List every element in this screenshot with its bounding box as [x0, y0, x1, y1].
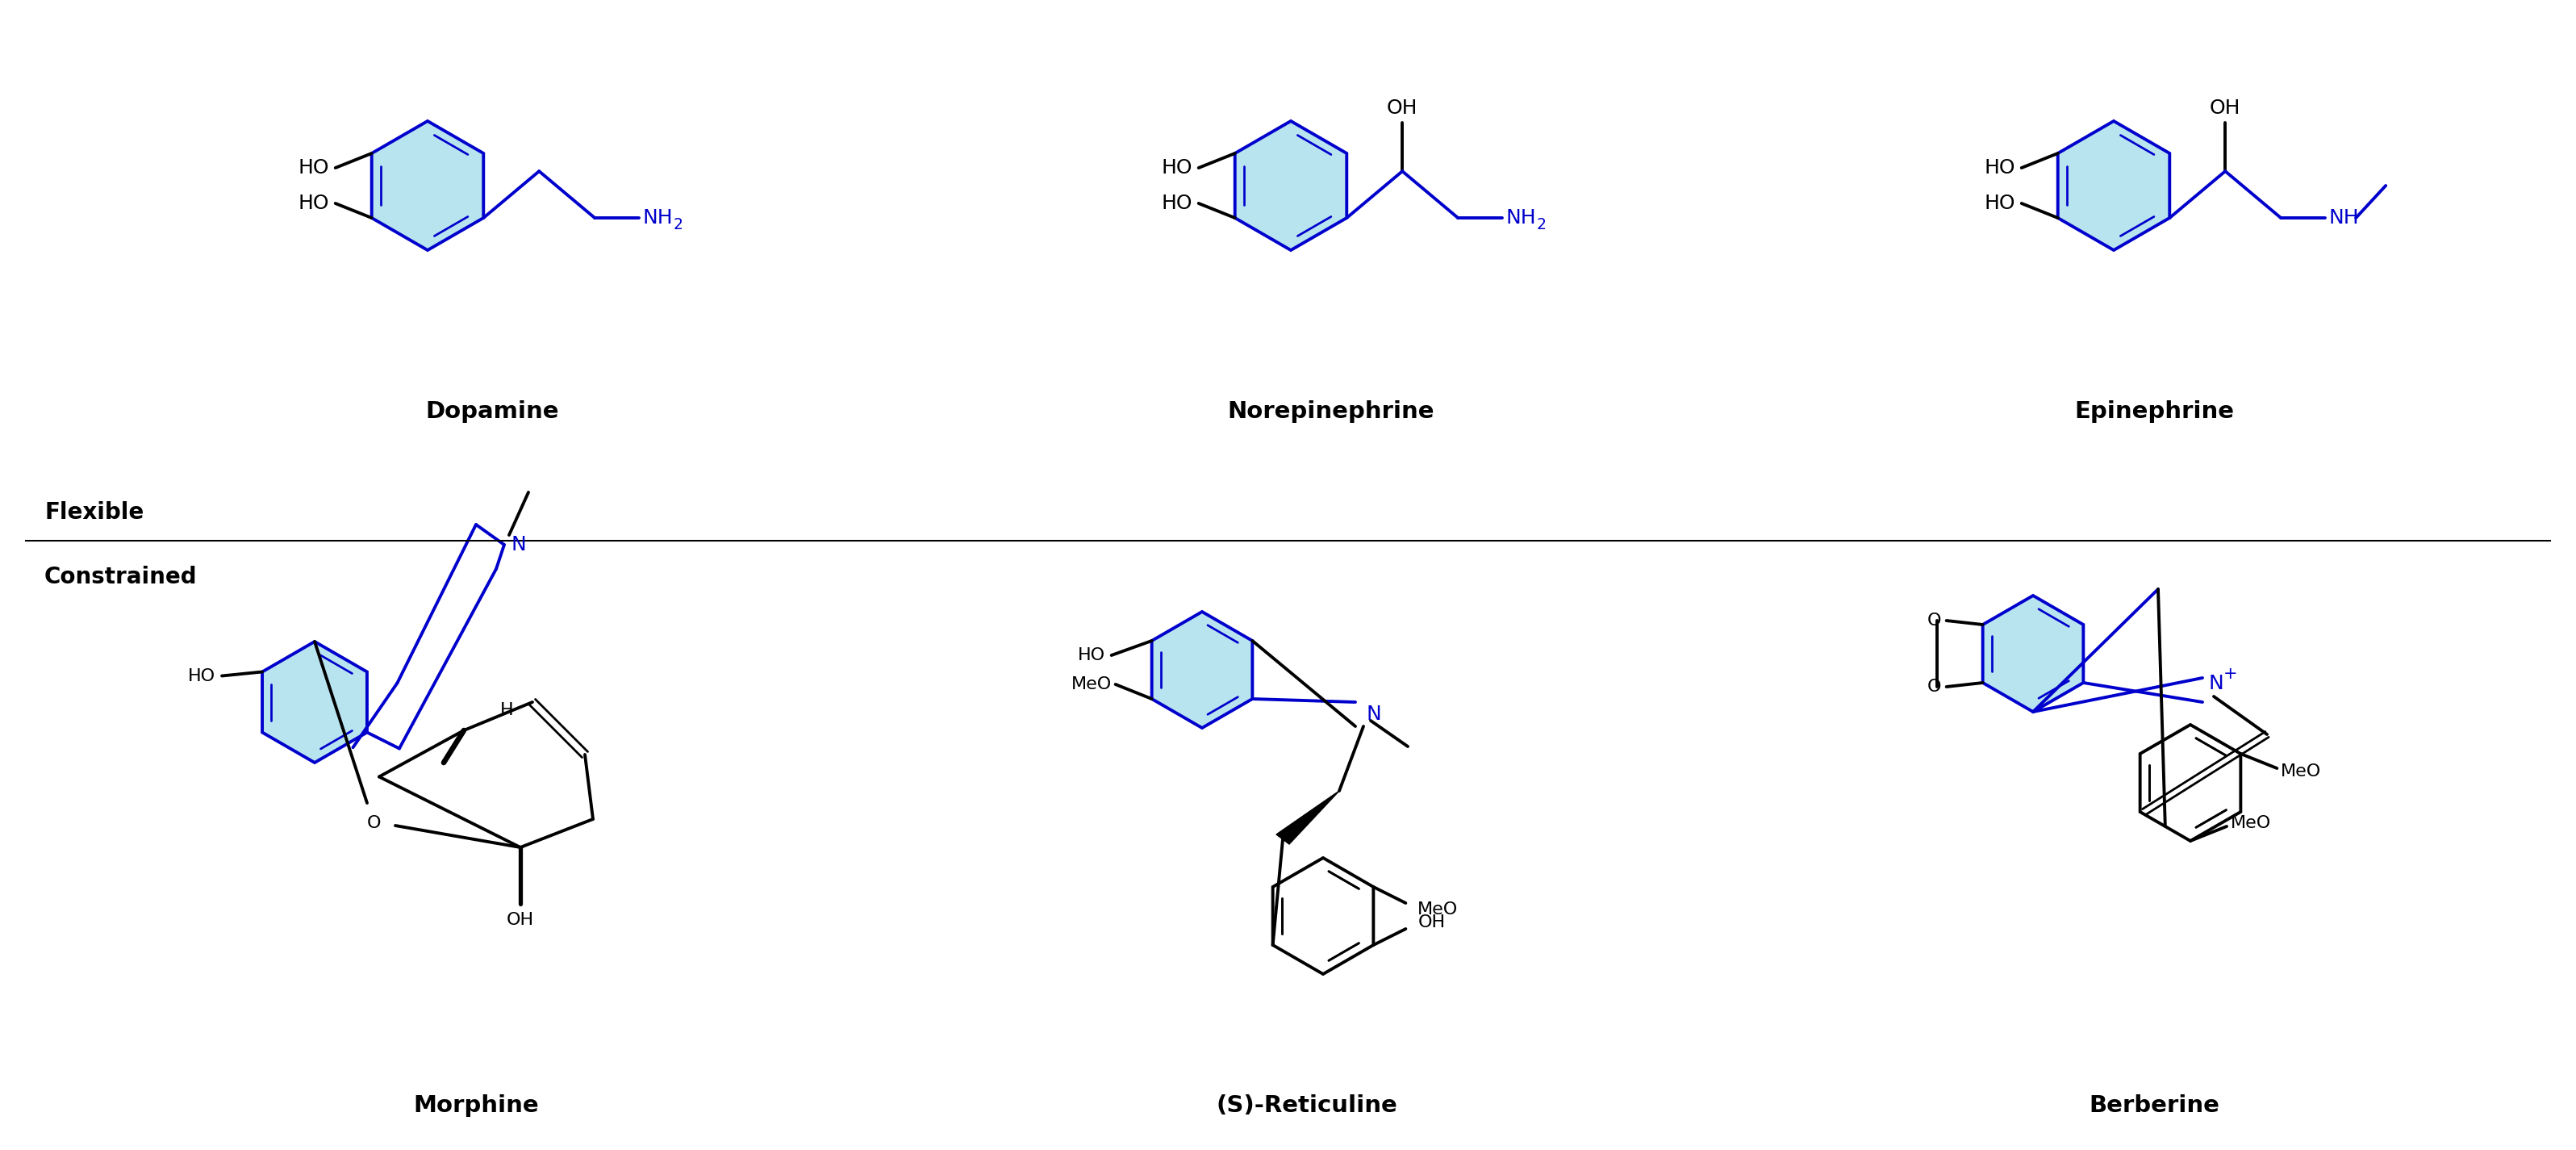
Text: NH: NH [641, 208, 672, 228]
Text: MeO: MeO [1417, 902, 1458, 918]
Text: HO: HO [188, 668, 216, 684]
Text: HO: HO [299, 159, 330, 177]
Text: OH: OH [1417, 914, 1445, 930]
Text: 2: 2 [672, 216, 683, 232]
Polygon shape [2141, 724, 2241, 841]
Text: MeO: MeO [1072, 676, 1110, 692]
Polygon shape [1984, 596, 2084, 712]
Polygon shape [1234, 121, 1347, 251]
Text: Berberine: Berberine [2089, 1095, 2221, 1117]
Text: HO: HO [1162, 193, 1193, 213]
Text: MeO: MeO [2280, 764, 2321, 780]
Text: N: N [510, 535, 526, 554]
Text: Flexible: Flexible [44, 501, 144, 523]
Polygon shape [1273, 858, 1373, 974]
Text: O: O [1927, 678, 1942, 695]
Text: Norepinephrine: Norepinephrine [1229, 400, 1435, 423]
Polygon shape [371, 121, 484, 251]
Text: HO: HO [1984, 193, 2014, 213]
Polygon shape [1151, 612, 1252, 728]
Text: N: N [1365, 705, 1381, 723]
Text: HO: HO [299, 193, 330, 213]
Polygon shape [2058, 121, 2169, 251]
Text: O: O [366, 815, 381, 831]
Text: HO: HO [1984, 159, 2014, 177]
Text: OH: OH [507, 912, 533, 928]
Text: 2: 2 [1535, 216, 1546, 232]
Text: HO: HO [1077, 647, 1105, 664]
Text: H: H [500, 703, 513, 719]
Text: OH: OH [2210, 99, 2241, 118]
Text: +: + [2223, 666, 2239, 682]
Text: Epinephrine: Epinephrine [2074, 400, 2233, 423]
Polygon shape [263, 642, 366, 762]
Text: Dopamine: Dopamine [425, 400, 559, 423]
Text: Morphine: Morphine [412, 1095, 538, 1117]
Text: MeO: MeO [2231, 815, 2272, 831]
Polygon shape [1275, 791, 1340, 844]
Text: N: N [2210, 674, 2223, 693]
Text: HO: HO [1162, 159, 1193, 177]
Text: O: O [1927, 613, 1942, 629]
Text: NH: NH [2329, 208, 2360, 228]
Text: (S)-Reticuline: (S)-Reticuline [1216, 1095, 1399, 1117]
Text: Constrained: Constrained [44, 566, 198, 589]
Text: NH: NH [1504, 208, 1535, 228]
Text: OH: OH [1386, 99, 1417, 118]
